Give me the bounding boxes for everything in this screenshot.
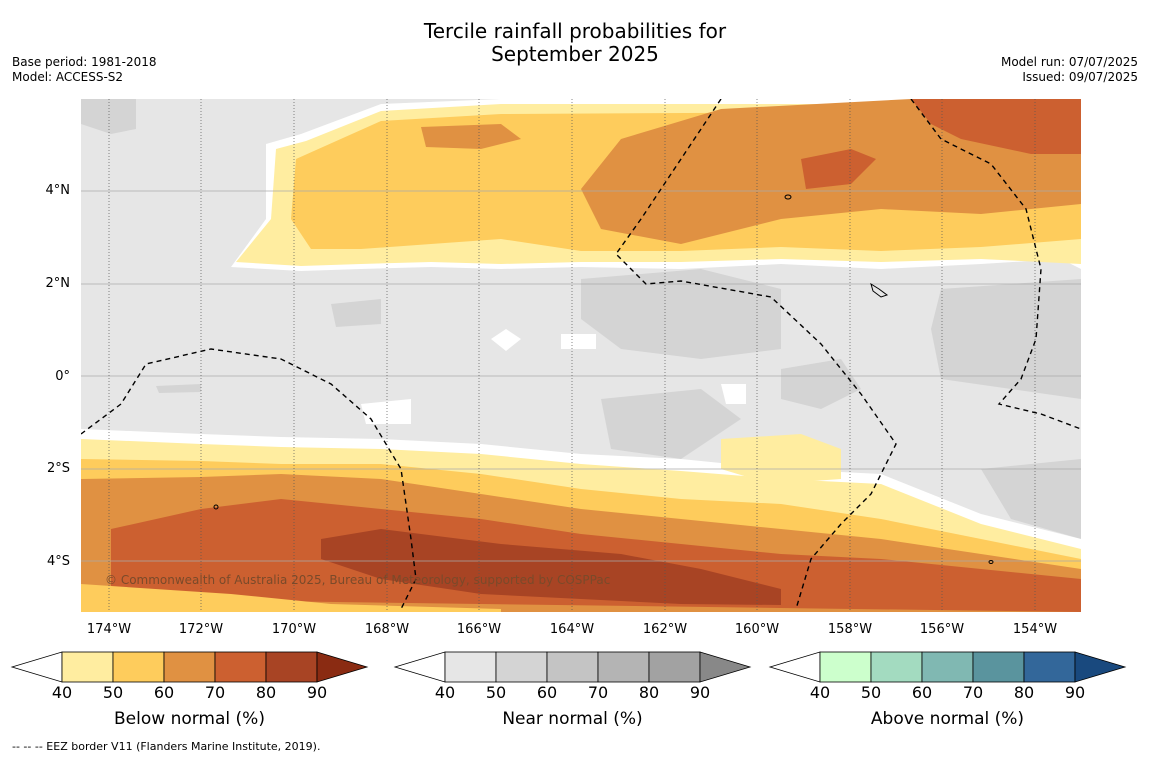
colorbar-min-triangle xyxy=(393,651,446,683)
near-normal-patch xyxy=(156,384,201,393)
colorbar-tick: 40 xyxy=(434,683,456,702)
title-line-1: Tercile rainfall probabilities for xyxy=(423,19,727,43)
copyright-text: © Commonwealth of Australia 2025, Bureau… xyxy=(105,573,610,587)
colorbar-segment xyxy=(870,651,923,683)
colorbar-segment xyxy=(495,651,548,683)
x-tick: 156°W xyxy=(919,622,965,637)
colorbar-tick: 70 xyxy=(204,683,226,702)
colorbar-segment xyxy=(546,651,599,683)
spot xyxy=(361,399,411,424)
y-tick: 0° xyxy=(55,369,70,384)
colorbar-segment xyxy=(265,651,318,683)
y-tick: 4°S xyxy=(46,554,70,569)
colorbar-segment xyxy=(819,651,872,683)
colorbar-2 xyxy=(393,651,752,683)
spot xyxy=(491,329,521,351)
colorbar-tick: 60 xyxy=(153,683,175,702)
colorbar-tick: 80 xyxy=(1013,683,1035,702)
x-tick: 162°W xyxy=(642,622,688,637)
spot xyxy=(721,384,746,404)
colorbar-max-triangle xyxy=(316,651,369,683)
colorbar-tick: 90 xyxy=(1064,683,1086,702)
x-tick: 166°W xyxy=(456,622,502,637)
colorbar-segment xyxy=(214,651,267,683)
x-tick: 170°W xyxy=(271,622,317,637)
near-normal-patch xyxy=(601,389,741,459)
colorbar-tick: 80 xyxy=(638,683,660,702)
colorbar-tick: 70 xyxy=(587,683,609,702)
meta-left: Base period: 1981-2018 Model: ACCESS-S2 xyxy=(12,55,157,85)
lat-gridlines xyxy=(81,190,1081,562)
colorbar-segment xyxy=(163,651,216,683)
meta-right: Model run: 07/07/2025 Issued: 09/07/2025 xyxy=(1001,55,1138,85)
below-80-90-south xyxy=(321,529,781,605)
x-tick: 174°W xyxy=(86,622,132,637)
colorbar-segment xyxy=(972,651,1025,683)
near-normal-patch xyxy=(331,299,381,327)
model-name: Model: ACCESS-S2 xyxy=(12,70,124,84)
x-tick: 154°W xyxy=(1012,622,1058,637)
near-normal-patch xyxy=(781,359,861,409)
colorbar-segment xyxy=(648,651,701,683)
x-tick: 172°W xyxy=(178,622,224,637)
y-tick: 2°N xyxy=(45,276,71,291)
colorbar-label: Below normal (%) xyxy=(114,709,265,729)
colorbar-tick: 40 xyxy=(51,683,73,702)
base-period: Base period: 1981-2018 xyxy=(12,55,157,69)
map-title: Tercile rainfall probabilities for Septe… xyxy=(0,20,1150,66)
colorbar-segment xyxy=(921,651,974,683)
below-70-80-north-patch xyxy=(801,149,876,189)
colorbar-segment xyxy=(1023,651,1076,683)
islands xyxy=(213,194,994,564)
spot xyxy=(561,334,596,349)
colorbar-tick: 50 xyxy=(860,683,882,702)
colorbar-segment xyxy=(444,651,497,683)
near-normal-patch xyxy=(581,269,781,359)
below-60-70-north-patch xyxy=(421,124,521,149)
x-tick: 168°W xyxy=(364,622,410,637)
colorbar-segment xyxy=(597,651,650,683)
issued-date: Issued: 09/07/2025 xyxy=(1022,70,1138,84)
below-50-60-south-edge xyxy=(81,584,501,612)
colorbar-tick: 90 xyxy=(306,683,328,702)
x-tick: 160°W xyxy=(734,622,780,637)
colorbar-tick: 50 xyxy=(485,683,507,702)
colorbar-label: Near normal (%) xyxy=(502,709,643,729)
colorbar-tick: 70 xyxy=(962,683,984,702)
colorbar-segment xyxy=(61,651,114,683)
colorbar-tick: 80 xyxy=(255,683,277,702)
colorbar-max-triangle xyxy=(699,651,752,683)
y-tick: 4°N xyxy=(45,183,71,198)
colorbar-tick: 60 xyxy=(911,683,933,702)
title-line-2: September 2025 xyxy=(491,42,659,66)
y-tick: 2°S xyxy=(46,461,70,476)
colorbar-max-triangle xyxy=(1074,651,1127,683)
colorbar-label: Above normal (%) xyxy=(870,709,1025,729)
colorbar-tick: 60 xyxy=(536,683,558,702)
probability-map: © Commonwealth of Australia 2025, Bureau… xyxy=(81,99,1081,612)
near-normal-patch xyxy=(931,279,1081,399)
colorbar-min-triangle xyxy=(10,651,63,683)
near-normal-patch xyxy=(981,459,1081,539)
x-tick: 158°W xyxy=(827,622,873,637)
below-40-50-south-patch xyxy=(721,434,841,484)
colorbars xyxy=(10,651,1127,683)
colorbar-min-triangle xyxy=(768,651,821,683)
x-tick: 164°W xyxy=(549,622,595,637)
colorbar-tick: 50 xyxy=(102,683,124,702)
colorbar-3 xyxy=(768,651,1127,683)
colorbar-tick: 40 xyxy=(809,683,831,702)
near-normal-patch xyxy=(81,99,136,134)
colorbar-tick: 90 xyxy=(689,683,711,702)
footnote: -- -- -- EEZ border V11 (Flanders Marine… xyxy=(12,740,321,753)
colorbar-segment xyxy=(112,651,165,683)
model-run: Model run: 07/07/2025 xyxy=(1000,55,1138,69)
below-70-80-north xyxy=(911,99,1081,154)
eez-border xyxy=(81,99,1081,610)
colorbar-1 xyxy=(10,651,369,683)
